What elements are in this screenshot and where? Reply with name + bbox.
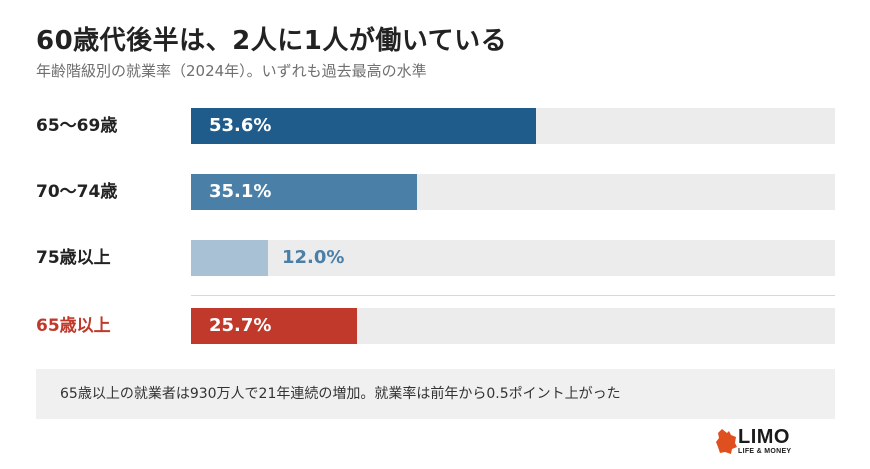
bar-row: 65〜69歳 53.6% [0, 108, 870, 144]
note-box: 65歳以上の就業者は930万人で21年連続の増加。就業率は前年から0.5ポイント… [36, 369, 835, 419]
limo-logo: LIMO LIFE & MONEY [716, 425, 836, 459]
logo-text: LIMO [738, 426, 790, 448]
bar [191, 174, 417, 210]
logo-mark-icon [716, 429, 737, 454]
value-label: 25.7% [209, 315, 272, 336]
bar-row: 70〜74歳 35.1% [0, 174, 870, 210]
bar [191, 108, 536, 144]
bar-track: 35.1% [191, 174, 835, 210]
chart-title: 60歳代後半は、2人に1人が働いている [36, 26, 508, 56]
bar-row: 65歳以上 25.7% [0, 308, 870, 344]
chart-divider [191, 295, 835, 296]
category-label: 65歳以上 [36, 316, 111, 336]
note-text: 65歳以上の就業者は930万人で21年連続の増加。就業率は前年から0.5ポイント… [60, 386, 621, 402]
category-label: 75歳以上 [36, 248, 111, 268]
category-label: 65〜69歳 [36, 116, 118, 136]
logo-subtext: LIFE & MONEY [738, 448, 792, 455]
value-label: 12.0% [282, 247, 345, 268]
bar-track: 53.6% [191, 108, 835, 144]
bar [191, 240, 268, 276]
chart-subtitle: 年齢階級別の就業率（2024年）。いずれも過去最高の水準 [36, 62, 427, 80]
bar-row: 75歳以上 12.0% [0, 240, 870, 276]
category-label: 70〜74歳 [36, 182, 118, 202]
bar-track: 12.0% [191, 240, 835, 276]
value-label: 35.1% [209, 181, 272, 202]
bar-track: 25.7% [191, 308, 835, 344]
value-label: 53.6% [209, 115, 272, 136]
bar [191, 308, 357, 344]
